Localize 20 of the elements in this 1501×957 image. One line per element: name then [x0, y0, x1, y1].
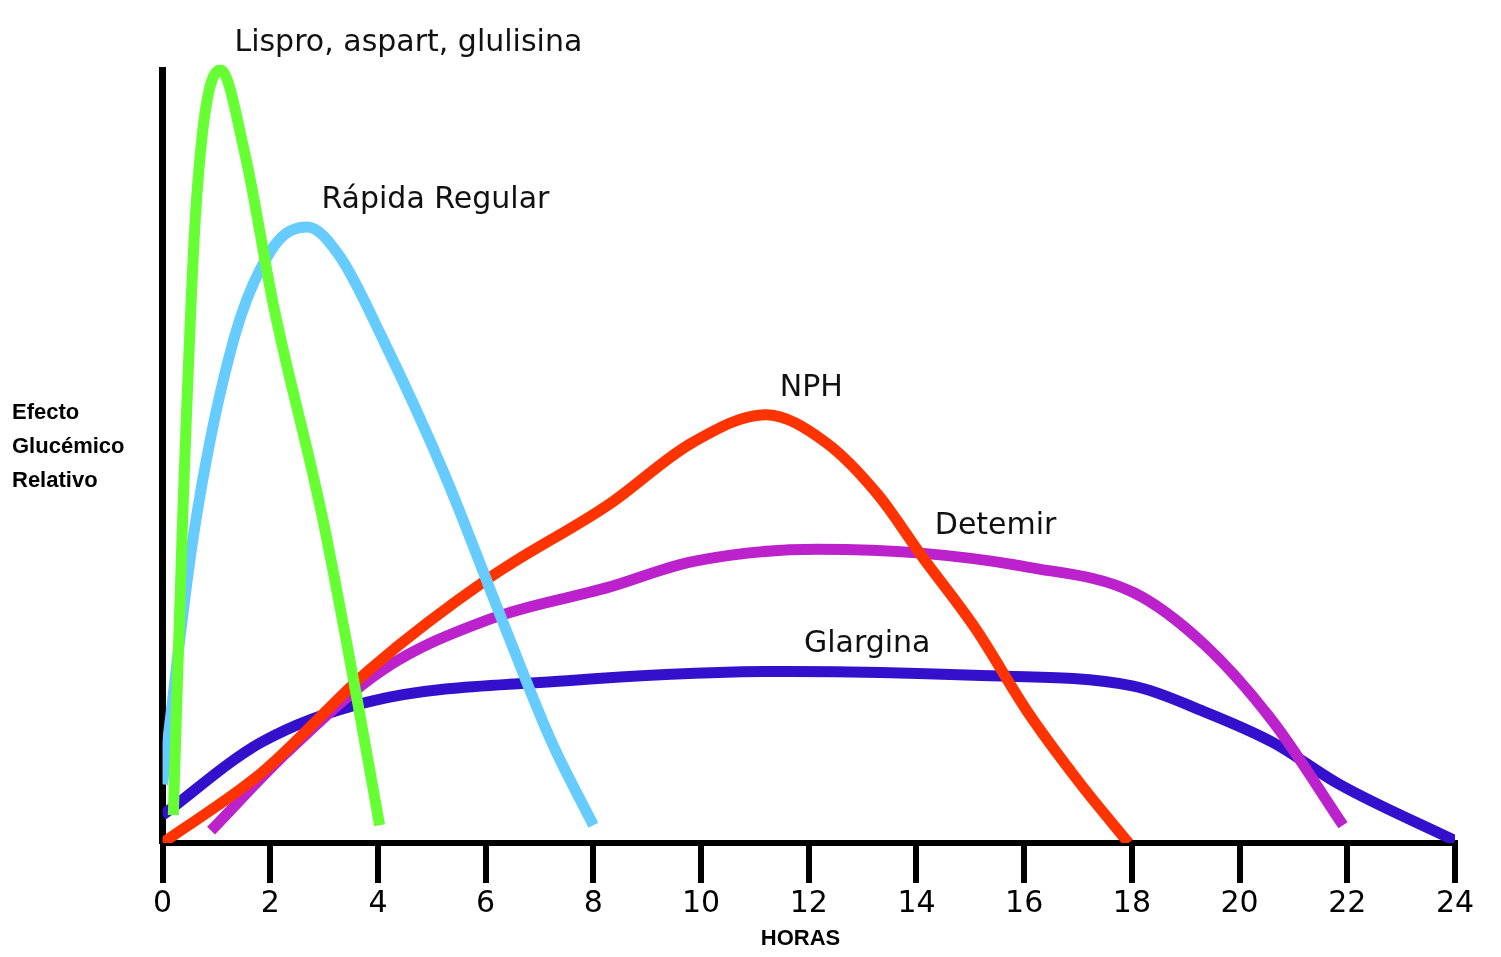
x-tick-label: 2 [260, 883, 280, 919]
x-tick-label: 18 [1112, 883, 1151, 919]
x-axis-title: HORAS [759, 925, 842, 951]
x-tick-label: 12 [789, 883, 828, 919]
x-tick-label: 16 [1005, 883, 1044, 919]
series-label: Glargina [803, 624, 931, 660]
x-tick-label: 24 [1435, 883, 1475, 919]
x-tick-label: 4 [368, 883, 388, 919]
x-tick-label: 22 [1328, 883, 1367, 919]
x-tick-label: 8 [583, 883, 603, 919]
series-label: NPH [779, 367, 843, 403]
x-tick-label: 0 [153, 883, 173, 919]
series-label: Detemir [934, 505, 1058, 541]
x-tick-label: 20 [1220, 883, 1259, 919]
x-tick-label: 6 [476, 883, 496, 919]
y-axis-title: Efecto Glucémico Relativo [12, 398, 126, 494]
x-tick-label: 14 [897, 883, 936, 919]
x-tick-label: 10 [681, 883, 721, 919]
series-label: Lispro, aspart, glulisina [234, 22, 583, 58]
series-label: Rápida Regular [321, 179, 551, 215]
